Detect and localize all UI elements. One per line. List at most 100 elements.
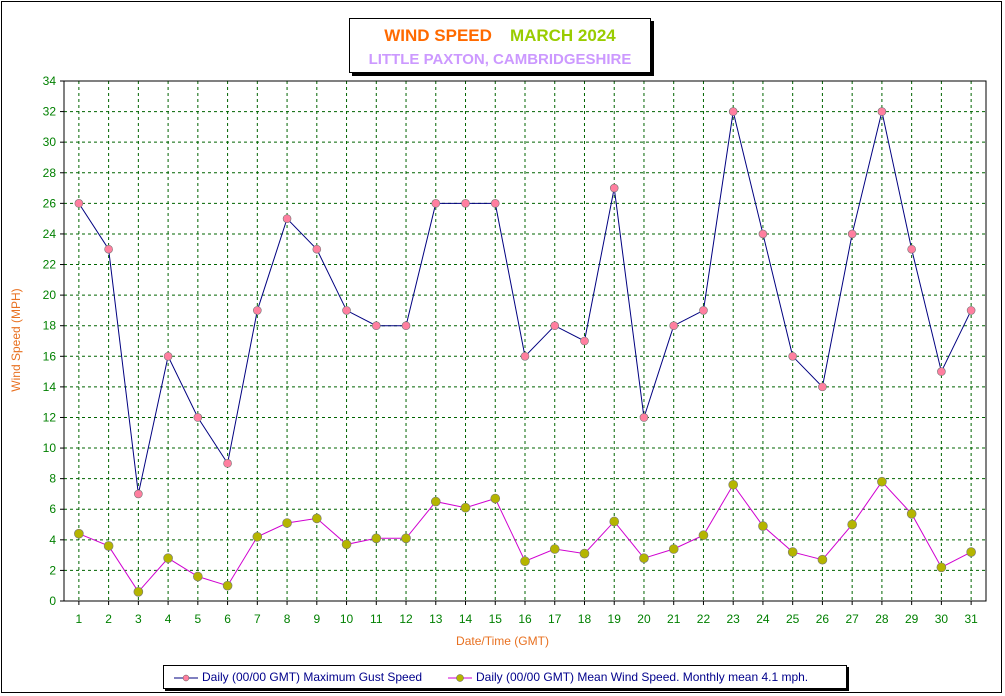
data-point-mean — [668, 544, 679, 554]
y-tick-label: 14 — [43, 380, 57, 394]
data-point-gust — [907, 244, 916, 254]
data-point-gust — [520, 351, 530, 361]
data-point-mean — [103, 541, 114, 551]
y-tick-label: 30 — [43, 135, 57, 149]
data-point-gust — [937, 367, 946, 376]
data-point-mean — [609, 516, 620, 527]
data-point-gust — [966, 306, 976, 315]
y-tick-label: 8 — [49, 472, 56, 486]
title-wind-speed: WIND SPEED — [384, 26, 492, 45]
data-point-mean — [312, 513, 322, 524]
data-point-gust — [401, 321, 411, 331]
data-point-mean — [728, 479, 738, 490]
data-point-gust — [253, 306, 262, 315]
y-tick-label: 18 — [43, 319, 57, 333]
data-point-gust — [104, 244, 113, 254]
chart-subtitle: LITTLE PAXTON, CAMBRIDGESHIRE — [368, 51, 632, 68]
y-tick-label: 12 — [43, 410, 57, 424]
data-point-gust — [847, 229, 857, 239]
data-point-gust — [788, 351, 797, 361]
data-point-gust — [461, 199, 470, 208]
data-point-mean — [133, 587, 144, 597]
x-tick-label: 11 — [370, 612, 383, 626]
data-point-mean — [401, 533, 411, 544]
x-tick-label: 4 — [165, 612, 172, 626]
data-point-mean — [193, 571, 203, 582]
y-tick-label: 22 — [43, 258, 57, 272]
data-point-gust — [312, 244, 322, 254]
y-tick-label: 26 — [43, 196, 57, 210]
data-point-mean — [906, 509, 917, 519]
data-point-gust — [639, 413, 649, 422]
y-tick-label: 32 — [43, 105, 57, 119]
x-tick-label: 17 — [548, 612, 562, 626]
data-point-gust — [580, 336, 589, 346]
data-point-gust — [550, 321, 560, 331]
data-point-mean — [460, 502, 471, 513]
x-tick-label: 5 — [194, 612, 201, 626]
x-tick-label: 15 — [489, 612, 503, 626]
x-tick-label: 19 — [608, 612, 622, 626]
x-tick-label: 6 — [224, 612, 231, 626]
data-point-gust — [758, 229, 768, 239]
y-tick-label: 34 — [43, 74, 57, 88]
data-point-mean — [877, 476, 887, 487]
data-point-mean — [252, 531, 263, 542]
legend-item-gust: Daily (00/00 GMT) Maximum Gust Speed — [174, 670, 422, 684]
data-point-mean — [579, 548, 590, 559]
y-tick-label: 24 — [43, 227, 57, 241]
data-point-mean — [847, 519, 857, 530]
data-point-gust — [431, 199, 441, 208]
y-tick-label: 16 — [43, 349, 57, 363]
data-point-gust — [669, 321, 679, 331]
legend-item-mean: Daily (00/00 GMT) Mean Wind Speed. Month… — [448, 670, 808, 684]
legend: Daily (00/00 GMT) Maximum Gust Speed Dai… — [163, 665, 847, 689]
x-tick-label: 22 — [697, 612, 711, 626]
x-tick-label: 27 — [845, 612, 859, 626]
x-tick-label: 13 — [429, 612, 443, 626]
x-tick-label: 7 — [254, 612, 261, 626]
data-point-mean — [222, 580, 233, 591]
data-point-mean — [371, 533, 382, 544]
data-point-gust — [223, 459, 232, 468]
data-point-mean — [758, 521, 768, 531]
x-tick-label: 14 — [459, 612, 473, 626]
data-point-mean — [698, 530, 709, 541]
x-tick-label: 3 — [135, 612, 142, 626]
legend-mean-label: Daily (00/00 GMT) Mean Wind Speed. Month… — [476, 670, 809, 684]
x-tick-label: 10 — [340, 612, 354, 626]
data-point-mean — [936, 562, 947, 573]
x-tick-label: 25 — [786, 612, 800, 626]
data-point-mean — [341, 539, 352, 550]
x-tick-label: 28 — [875, 612, 889, 626]
data-point-gust — [282, 214, 292, 223]
x-tick-label: 23 — [727, 612, 741, 626]
y-tick-label: 20 — [43, 288, 57, 302]
data-point-gust — [193, 413, 203, 422]
y-tick-label: 6 — [49, 502, 56, 516]
y-tick-label: 10 — [43, 441, 57, 455]
data-point-gust — [728, 107, 738, 116]
x-tick-label: 18 — [578, 612, 592, 626]
x-tick-label: 12 — [399, 612, 413, 626]
legend-gust-symbol — [174, 674, 198, 682]
data-point-gust — [877, 107, 887, 116]
x-tick-label: 1 — [76, 612, 83, 626]
data-point-mean — [966, 547, 976, 557]
data-point-gust — [342, 306, 351, 315]
data-point-gust — [134, 489, 143, 499]
data-point-gust — [163, 351, 173, 361]
chart-title-box: WIND SPEED MARCH 2024 LITTLE PAXTON, CAMB… — [349, 18, 651, 73]
x-axis-label: Date/Time (GMT) — [456, 634, 549, 648]
x-tick-label: 30 — [935, 612, 949, 626]
x-tick-label: 26 — [816, 612, 830, 626]
data-point-mean — [74, 528, 84, 539]
data-point-mean — [430, 496, 441, 507]
data-point-gust — [74, 199, 84, 208]
x-tick-label: 24 — [756, 612, 770, 626]
y-tick-label: 4 — [49, 533, 56, 547]
x-tick-label: 31 — [964, 612, 978, 626]
x-tick-label: 29 — [905, 612, 919, 626]
